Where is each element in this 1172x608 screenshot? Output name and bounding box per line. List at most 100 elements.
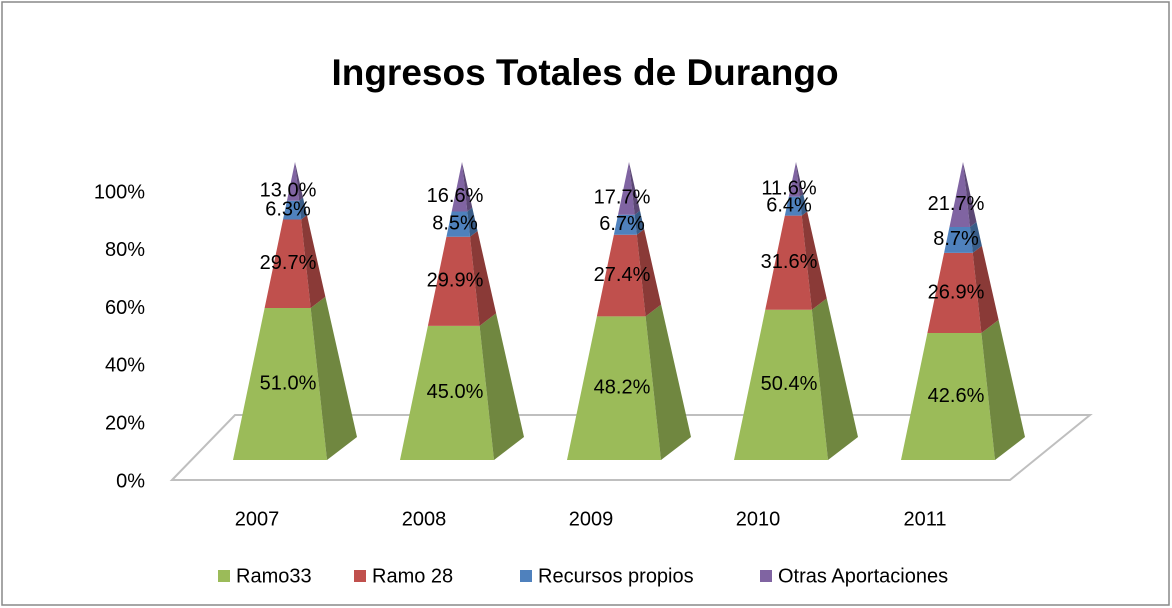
y-tick-label: 100% [94, 181, 145, 203]
segment-side [310, 296, 357, 460]
segment-front [283, 200, 302, 220]
segment-side [301, 215, 326, 309]
pyramid-segment [233, 296, 357, 460]
data-label: 51.0% [260, 372, 317, 394]
segment-side [972, 245, 999, 334]
segment-side [796, 162, 804, 197]
segment-side [981, 319, 1025, 460]
segment-front [596, 234, 646, 317]
pyramid-segment [427, 231, 497, 326]
legend-swatch [218, 570, 230, 582]
pyramid-segment [451, 162, 473, 212]
pyramid-segment [734, 298, 858, 460]
x-tick-label: 2008 [402, 508, 447, 530]
legend-label: Ramo 28 [372, 565, 453, 587]
segment-side [969, 221, 982, 253]
data-label: 6.4% [766, 194, 812, 216]
data-label: 16.6% [427, 185, 484, 207]
segment-front [734, 309, 828, 460]
pyramid-segment [446, 207, 478, 237]
x-tick-label: 2011 [903, 508, 946, 530]
segment-side [295, 162, 304, 201]
data-label: 26.9% [928, 281, 985, 303]
segment-front [944, 226, 973, 253]
legend-swatch [520, 570, 532, 582]
segment-side [470, 231, 497, 326]
data-label: 6.7% [599, 213, 645, 235]
segment-side [467, 207, 478, 237]
segment-side [963, 162, 977, 227]
segment-side [479, 313, 524, 460]
segment-side [799, 193, 808, 216]
data-label: 8.5% [432, 212, 478, 234]
segment-side [801, 211, 827, 310]
legend-swatch [760, 570, 772, 582]
segment-side [811, 298, 858, 460]
legend-label: Otras Aportaciones [778, 565, 948, 587]
data-label: 8.7% [933, 228, 979, 250]
x-tick-label: 2010 [736, 508, 781, 530]
data-label: 21.7% [928, 193, 985, 215]
pyramid-segment [596, 229, 662, 317]
segment-front [927, 252, 982, 334]
segment-front [264, 219, 311, 309]
data-label: 11.6% [761, 178, 816, 200]
segment-front [901, 333, 995, 460]
segment-front [949, 162, 970, 227]
pyramid-segment [944, 221, 982, 253]
data-label: 6.3% [265, 198, 311, 220]
segment-side [634, 210, 645, 235]
data-label: 31.6% [761, 251, 818, 273]
segment-front [451, 162, 468, 212]
pyramid-segment [567, 304, 691, 460]
pyramid-segment [618, 162, 640, 215]
x-tick-label: 2007 [235, 508, 280, 530]
pyramid-segment [400, 313, 524, 460]
segment-front [765, 215, 812, 310]
segment-side [462, 162, 473, 212]
legend-swatch [354, 570, 366, 582]
pyramid-segment [613, 210, 645, 235]
segment-side [636, 229, 662, 317]
segment-front [788, 162, 800, 197]
legend-label: Ramo33 [236, 565, 312, 587]
segment-front [400, 325, 494, 460]
data-label: 42.6% [928, 385, 985, 407]
y-tick-label: 60% [105, 297, 145, 319]
pyramid-segment [949, 162, 977, 227]
data-label: 27.4% [594, 264, 651, 286]
segment-front [286, 162, 300, 201]
segment-front [446, 211, 471, 237]
data-label: 17.7% [594, 187, 651, 209]
pyramid-segment [927, 245, 999, 334]
data-label: 29.9% [427, 270, 484, 292]
pyramid-segment [901, 319, 1025, 460]
floor [169, 414, 1093, 481]
chart-title: Ingresos Totales de Durango [331, 52, 838, 93]
data-label: 13.0% [260, 180, 317, 202]
data-label: 45.0% [427, 381, 484, 403]
segment-front [618, 162, 635, 215]
segment-front [233, 308, 327, 460]
pyramid-segment [264, 215, 326, 309]
pyramid-segment [283, 197, 307, 220]
segment-front [427, 236, 480, 326]
pyramid-segment [784, 193, 808, 216]
segment-side [629, 162, 640, 215]
y-tick-label: 20% [105, 412, 145, 434]
segment-side [645, 304, 691, 460]
x-tick-label: 2009 [569, 508, 614, 530]
segment-side [299, 197, 307, 220]
y-tick-label: 0% [116, 470, 145, 492]
pyramid-segment [765, 211, 827, 310]
legend-label: Recursos propios [538, 565, 694, 587]
pyramid-segment [788, 162, 804, 197]
y-tick-label: 40% [105, 355, 145, 377]
data-label: 29.7% [260, 252, 317, 274]
segment-front [784, 196, 802, 216]
pyramid-segment [286, 162, 304, 201]
segment-front [567, 316, 661, 460]
data-label: 48.2% [594, 376, 651, 398]
y-tick-label: 80% [105, 239, 145, 261]
